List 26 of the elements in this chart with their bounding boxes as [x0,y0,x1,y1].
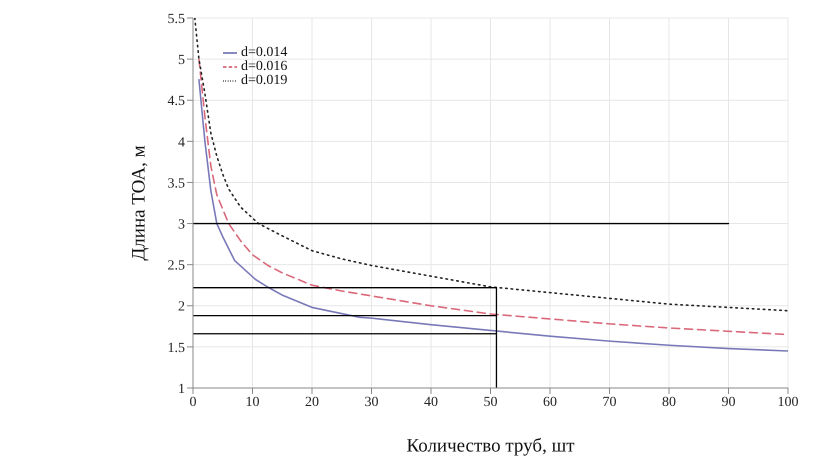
legend-label: d=0.019 [241,74,288,89]
legend-label: d=0.014 [241,45,288,60]
y-tick-label: 1 [178,382,185,397]
x-tick-label: 30 [364,394,378,410]
x-tick-label: 100 [778,394,798,410]
x-tick-label: 10 [246,394,260,410]
x-tick-label: 60 [543,394,557,410]
y-tick-label: 3.5 [168,176,185,192]
x-tick-label: 0 [190,394,196,410]
x-tick-label: 20 [305,394,319,410]
y-tick-label: 2 [178,300,185,315]
y-tick-label: 5 [178,53,185,68]
y-axis-title: Длина ТОА, м [128,145,150,261]
y-tick-label: 3 [178,218,185,233]
x-tick-label: 90 [722,394,736,410]
y-tick-label: 2.5 [168,258,185,274]
x-axis-title: Количество труб, шт [406,435,576,456]
x-tick-label: 50 [484,394,498,410]
x-tick-label: 40 [424,394,438,410]
x-tick-label: 80 [662,394,676,410]
y-tick-label: 1.5 [168,340,185,356]
legend-label: d=0.016 [241,59,288,74]
y-tick-label: 5.5 [168,12,185,27]
y-tick-label: 4 [178,135,185,150]
y-tick-label: 4.5 [168,94,185,110]
x-tick-label: 70 [602,394,616,410]
